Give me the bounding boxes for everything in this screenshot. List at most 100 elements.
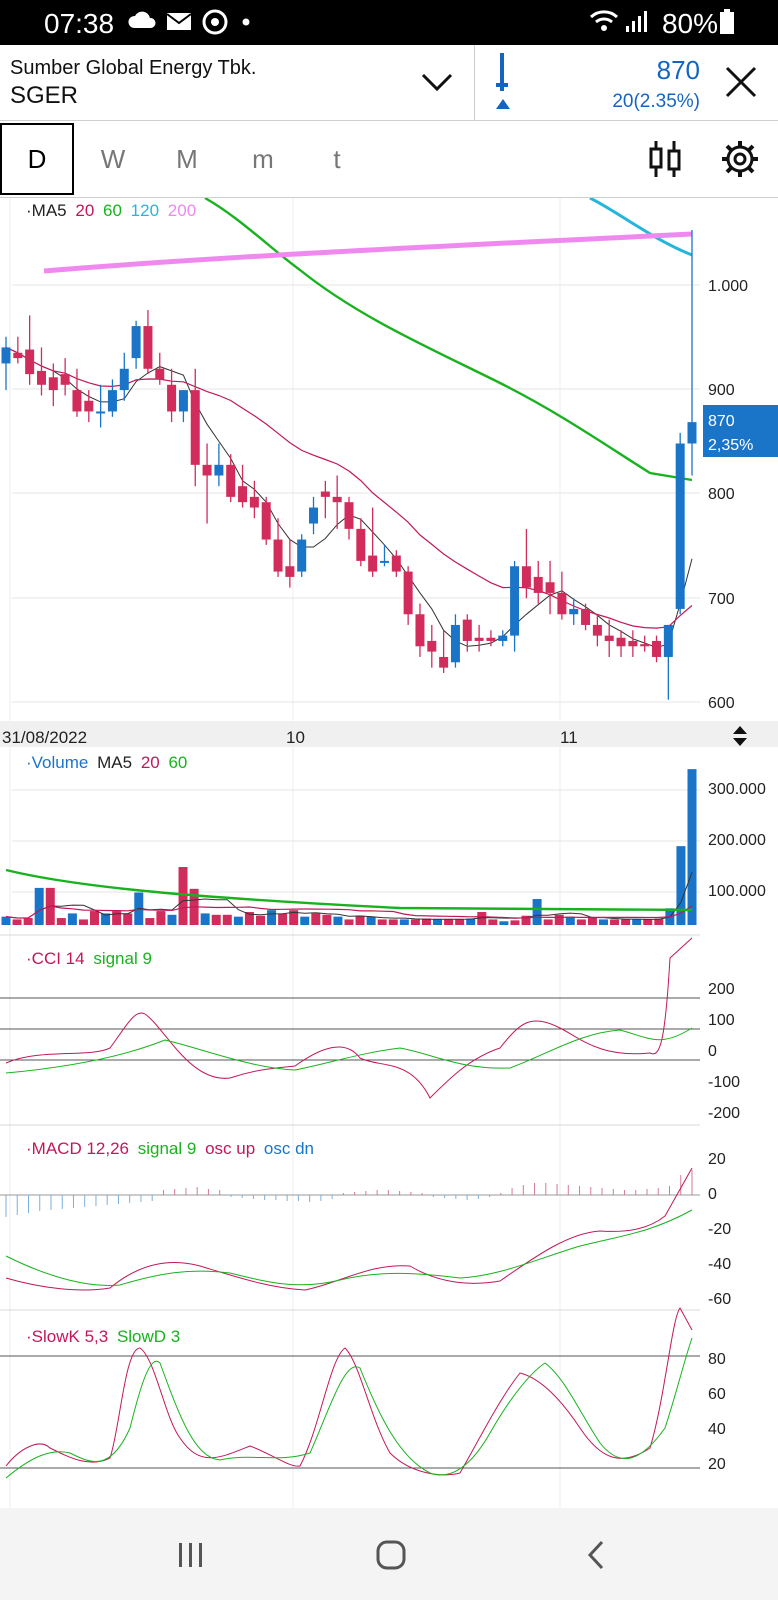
volume-bar [621,919,631,925]
volume-legend-60: 60 [168,753,187,772]
candle-body [36,370,46,385]
period-tabs: D W M m t [0,121,778,198]
candle-body [557,592,567,615]
chrome-icon [200,6,230,41]
volume-bar [543,919,553,925]
tab-d[interactable]: D [0,123,74,195]
cci-tick: 100 [708,1012,735,1029]
candle-body [450,624,460,663]
volume-bar [90,911,100,925]
volume-bar [521,915,531,925]
volume-bar [34,887,44,925]
macd-line [5,1167,693,1291]
gear-icon[interactable] [720,139,760,184]
volume-bar [444,919,454,925]
price-indicator-icon [490,53,516,116]
candle-body [687,422,697,444]
volume-ma60-line [5,868,693,912]
x-label: 31/08/2022 [2,728,87,747]
volume-bar [333,916,343,925]
ma-legend: ·MA5 20 60 120 200 [26,201,196,220]
candle-body [309,507,319,524]
tab-m[interactable]: M [176,143,198,174]
macd-tick: 20 [708,1151,726,1168]
volume-bar [377,919,387,925]
x-label: 10 [286,728,305,747]
candle-body [1,347,11,364]
candlestick-icon[interactable] [648,139,682,184]
volume-bar [311,913,321,925]
price-tag-value: 870 [708,413,735,430]
candle-body [356,528,366,561]
tab-w[interactable]: W [100,143,126,174]
macd-signal-line [5,1209,693,1286]
volume-bar [300,916,310,925]
cci-legend-prefix: ·CCI 14 [26,949,85,968]
candle-body [462,619,472,641]
candle-body [60,374,70,385]
chevron-down-icon[interactable] [420,67,454,102]
candle-body [119,368,129,391]
volume-bar [56,918,66,925]
candle-body [675,443,685,609]
candle-body [320,491,330,497]
candle-body [640,644,650,647]
macd-tick: -20 [708,1221,731,1238]
volume-bar [289,910,299,925]
ma200-line [43,231,693,274]
macd-tick: 0 [708,1186,717,1203]
macd-legend-up: osc up [205,1139,255,1158]
candle-body [131,326,141,359]
slow-legend-k: ·SlowK 5,3 [26,1327,108,1346]
chart-area[interactable]: ·MA5 20 60 120 200 1.000 900 800 700 600… [0,198,778,1508]
tab-minute[interactable]: m [252,143,274,174]
macd-tick: -40 [708,1256,731,1273]
cci-signal-line [5,1027,693,1074]
volume-tick: 300.000 [708,781,766,798]
macd-legend-prefix: ·MACD 12,26 [26,1139,129,1158]
candle-body [415,614,425,647]
volume-bar [399,919,409,925]
candle-body [190,390,200,465]
volume-bar [510,920,520,925]
candle-body [48,377,58,391]
signal-icon [624,6,650,41]
slow-tick: 20 [708,1456,726,1473]
volume-bar [344,919,354,925]
y-tick: 800 [708,486,735,503]
volume-bar [78,919,88,925]
candle-body [202,464,212,476]
candle-body [403,571,413,615]
candle-body [533,576,543,593]
candle-body [178,390,188,412]
home-icon[interactable] [374,1538,408,1577]
volume-bar [598,919,608,925]
volume-bar [643,919,653,925]
candle-body [391,555,401,572]
volume-bar [433,919,443,925]
candle-body [238,486,248,503]
volume-bar [676,846,686,925]
recent-apps-icon[interactable] [174,1538,208,1577]
stock-header: Sumber Global Energy Tbk. SGER 870 20(2.… [0,45,778,121]
volume-bar [576,919,586,925]
ma-legend-200: 200 [168,201,196,220]
volume-legend-prefix: ·Volume [26,753,88,772]
cloud-icon [126,6,160,41]
volume-bar [388,919,398,925]
volume-bar [67,913,77,925]
back-icon[interactable] [580,1538,614,1577]
ma-legend-prefix: ·MA5 [26,201,67,220]
company-name: Sumber Global Energy Tbk. [10,57,257,79]
volume-ma20-line [5,905,693,919]
sort-arrows-icon[interactable] [733,726,747,746]
candle-body [545,582,555,593]
slowk-line [5,1307,693,1476]
candle-body [96,411,106,414]
volume-bar [200,913,210,925]
candle-body [84,400,94,412]
close-icon[interactable] [724,65,758,104]
candle-body [498,635,508,641]
tab-tick[interactable]: t [333,143,341,174]
volume-bar [123,913,133,925]
